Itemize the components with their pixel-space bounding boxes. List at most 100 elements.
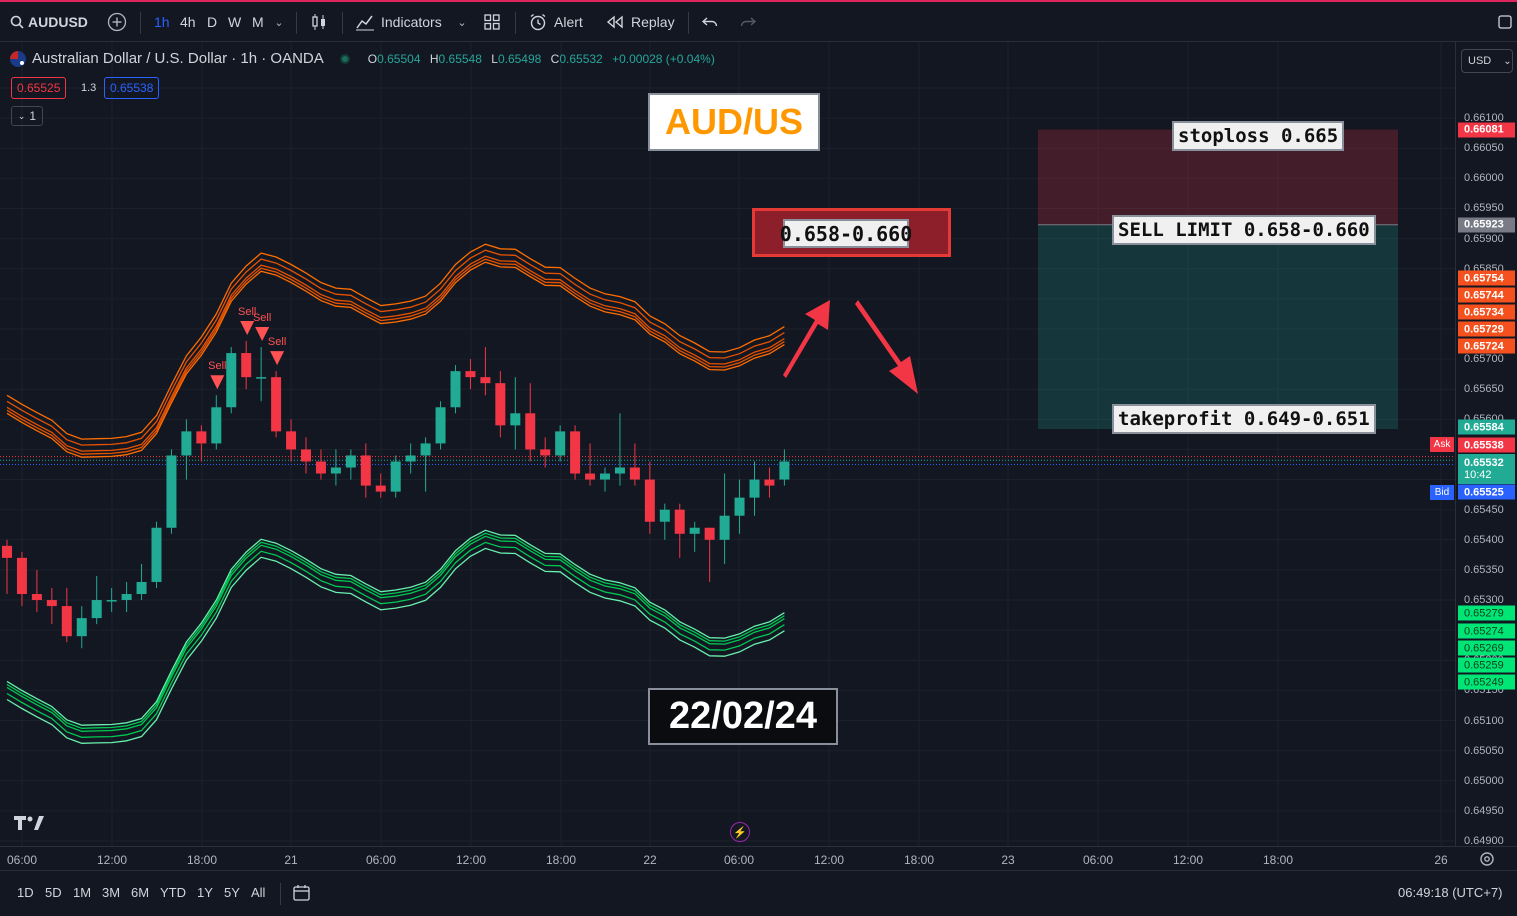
last-price-value: 0.65532 bbox=[1464, 457, 1504, 469]
timeframe-w[interactable]: W bbox=[228, 14, 242, 30]
rewind-icon[interactable] bbox=[605, 2, 625, 42]
candle-body bbox=[555, 431, 566, 456]
price-tick: 0.65000 bbox=[1464, 774, 1504, 787]
chevron-down-icon[interactable]: ⌄ bbox=[457, 16, 467, 29]
indicators-button[interactable]: Indicators bbox=[381, 14, 442, 30]
candle-body bbox=[644, 479, 655, 522]
pair-annotation[interactable]: AUD/US bbox=[648, 93, 820, 151]
time-tick: 12:00 bbox=[96, 853, 128, 867]
candles-icon[interactable] bbox=[308, 2, 330, 42]
upper-band-line bbox=[6, 249, 785, 446]
price-tick: 0.65700 bbox=[1464, 353, 1504, 366]
timeframe-1h[interactable]: 1h bbox=[154, 14, 170, 30]
up-arrow-drawing bbox=[783, 300, 830, 378]
stoploss-label[interactable]: stoploss 0.665 bbox=[1172, 121, 1345, 151]
symbol-search[interactable]: AUDUSD bbox=[28, 14, 88, 30]
layouts-icon[interactable] bbox=[481, 2, 503, 42]
range-1y[interactable]: 1Y bbox=[197, 885, 213, 900]
timeframe-m[interactable]: M bbox=[252, 14, 264, 30]
time-tick: 18:00 bbox=[186, 853, 218, 867]
candle-body bbox=[570, 431, 581, 474]
candle-body bbox=[226, 353, 237, 408]
range-1m[interactable]: 1M bbox=[73, 885, 92, 900]
sell-signal-label: Sell bbox=[253, 312, 271, 324]
range-3m[interactable]: 3M bbox=[102, 885, 121, 900]
replay-button[interactable]: Replay bbox=[631, 14, 675, 30]
candle-body bbox=[674, 509, 685, 534]
time-tick: 21 bbox=[284, 853, 298, 867]
chevron-down-icon: ⌄ bbox=[17, 110, 26, 121]
range-ytd[interactable]: YTD bbox=[160, 885, 186, 900]
range-1d[interactable]: 1D bbox=[17, 885, 34, 900]
chevron-down-icon[interactable]: ⌄ bbox=[274, 16, 284, 29]
range-6m[interactable]: 6M bbox=[131, 885, 150, 900]
calendar-icon[interactable] bbox=[292, 884, 312, 907]
search-icon[interactable] bbox=[8, 2, 26, 42]
range-all[interactable]: All bbox=[251, 885, 266, 900]
time-tick: 12:00 bbox=[1172, 853, 1204, 867]
spread-value: 1.3 bbox=[81, 82, 97, 94]
chart-pane[interactable]: Sell Sell Sell Sell bbox=[0, 42, 1455, 846]
sell-signal-arrow bbox=[255, 327, 270, 342]
sell-signal-arrow bbox=[210, 375, 225, 390]
undo-icon[interactable] bbox=[700, 2, 720, 42]
sell-zone-label[interactable]: 0.658-0.660 bbox=[780, 219, 912, 248]
alarm-clock-icon[interactable] bbox=[527, 2, 549, 42]
range-5d[interactable]: 5D bbox=[45, 885, 62, 900]
candle-body bbox=[585, 473, 596, 480]
chevron-down-icon: ⌄ bbox=[1503, 55, 1512, 67]
range-5y[interactable]: 5Y bbox=[224, 885, 240, 900]
ohlc-values: O0.65504 H0.65548 L0.65498 C0.65532 +0.0… bbox=[368, 52, 721, 66]
indicators-collapse-toggle[interactable]: ⌄ 1 bbox=[11, 106, 43, 126]
currency-selector[interactable]: USD ⌄ bbox=[1461, 49, 1513, 73]
price-axis[interactable]: 0.66100 0.66050 0.66000 0.65950 0.65900 0.658… bbox=[1455, 42, 1517, 847]
fullscreen-icon[interactable] bbox=[1495, 2, 1515, 42]
time-tick: 12:00 bbox=[455, 853, 487, 867]
candle-body bbox=[420, 443, 431, 456]
add-symbol-icon[interactable] bbox=[106, 2, 128, 42]
sell-price-button[interactable]: 0.65525 bbox=[11, 77, 67, 99]
time-tick: 26 bbox=[1434, 853, 1448, 867]
stoploss-price-label: 0.66081 bbox=[1458, 122, 1515, 138]
takeprofit-price-label: 0.65584 bbox=[1458, 419, 1515, 435]
settings-icon[interactable] bbox=[1478, 850, 1498, 868]
timeframe-4h[interactable]: 4h bbox=[180, 14, 196, 30]
candle-body bbox=[31, 594, 42, 601]
time-axis[interactable]: 06:00 12:00 18:00 21 06:00 12:00 18:00 22 06:00 1… bbox=[0, 846, 1517, 870]
market-status-icon bbox=[339, 53, 350, 64]
entry-price-label: 0.65923 bbox=[1458, 217, 1515, 233]
candle-body bbox=[525, 413, 536, 450]
candle-body bbox=[689, 527, 700, 534]
time-tick: 06:00 bbox=[723, 853, 755, 867]
time-tick: 18:00 bbox=[545, 853, 577, 867]
clock-display[interactable]: 06:49:18 (UTC+7) bbox=[1398, 885, 1503, 900]
buy-price-button[interactable]: 0.65538 bbox=[104, 77, 160, 99]
candle-body bbox=[540, 449, 551, 456]
bid-price-label: 0.65525 bbox=[1458, 484, 1515, 500]
takeprofit-label[interactable]: takeprofit 0.649-0.651 bbox=[1112, 404, 1376, 434]
redo-icon[interactable] bbox=[738, 2, 758, 42]
candle-body bbox=[734, 497, 745, 516]
price-tick: 0.64900 bbox=[1464, 835, 1504, 847]
price-tick: 0.65350 bbox=[1464, 563, 1504, 576]
indicators-icon[interactable] bbox=[354, 2, 376, 42]
sell-limit-label[interactable]: SELL LIMIT 0.658-0.660 bbox=[1112, 215, 1376, 245]
open-label: O bbox=[367, 51, 378, 66]
symbol-title[interactable]: Australian Dollar / U.S. Dollar · 1h · O… bbox=[32, 50, 324, 67]
price-tick: 0.65950 bbox=[1464, 202, 1504, 215]
lightning-icon[interactable]: ⚡ bbox=[730, 822, 750, 842]
price-tick: 0.65050 bbox=[1464, 744, 1504, 757]
time-tick: 06:00 bbox=[365, 853, 397, 867]
candle-body bbox=[121, 594, 132, 601]
candle-body bbox=[136, 581, 147, 595]
tradingview-logo[interactable] bbox=[14, 814, 46, 837]
lower-band-line bbox=[6, 529, 785, 726]
candle-body bbox=[76, 618, 87, 637]
alert-button[interactable]: Alert bbox=[554, 14, 583, 30]
timeframe-d[interactable]: D bbox=[207, 14, 218, 30]
date-annotation[interactable]: 22/02/24 bbox=[648, 688, 838, 745]
lower-band-line bbox=[6, 547, 785, 744]
ask-tag: Ask bbox=[1430, 437, 1454, 452]
candle-body bbox=[495, 383, 506, 426]
